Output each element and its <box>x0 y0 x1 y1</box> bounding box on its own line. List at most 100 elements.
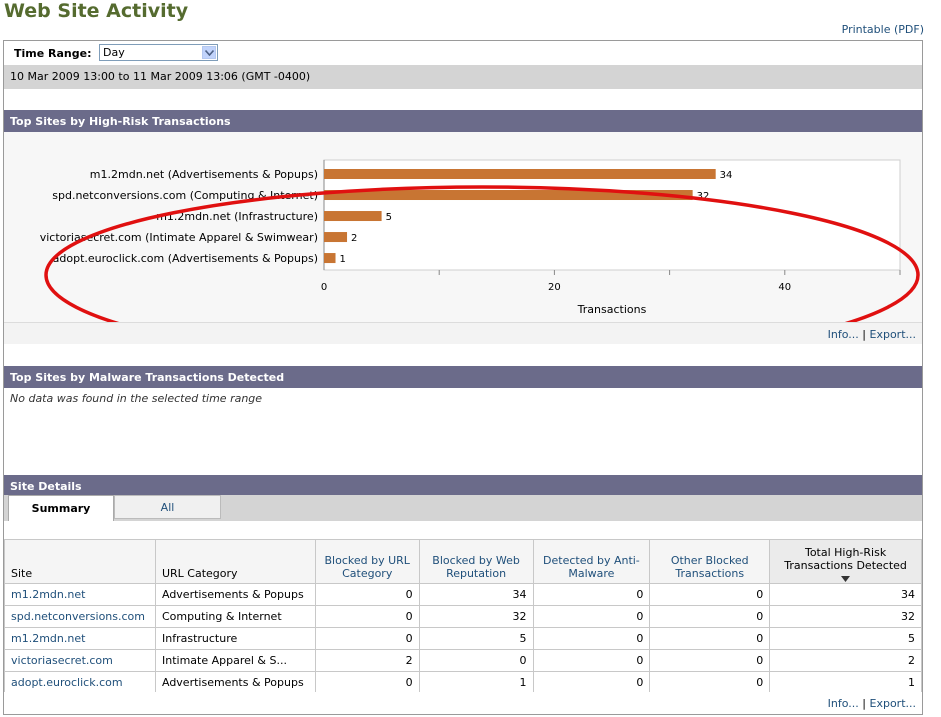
x-tick-label: 40 <box>778 282 791 293</box>
site-link[interactable]: adopt.euroclick.com <box>4 671 156 694</box>
count-cell: 34 <box>418 583 534 606</box>
site-link[interactable]: m1.2mdn.net <box>4 583 156 606</box>
count-cell: 0 <box>532 605 651 628</box>
time-range-bar: Time Range: Day <box>4 41 922 65</box>
bar <box>324 232 348 243</box>
col-header-anti-malware[interactable]: Detected by Anti-Malware <box>532 539 651 584</box>
bar-value-label: 1 <box>340 254 346 265</box>
col-header-url-category[interactable]: URL Category <box>154 539 316 584</box>
category-label: m1.2mdn.net (Infrastructure) <box>156 210 318 223</box>
count-cell: 0 <box>532 671 651 694</box>
chevron-down-icon[interactable] <box>202 46 216 59</box>
site-link[interactable]: victoriasecret.com <box>4 649 156 672</box>
total-high-risk-label: Total High-Risk Transactions Detected <box>784 546 907 572</box>
export-link[interactable]: Export... <box>869 328 917 341</box>
site-details-header: Site Details <box>4 475 922 497</box>
count-cell: 0 <box>314 583 420 606</box>
x-tick-label: 20 <box>548 282 561 293</box>
count-cell: 0 <box>649 671 771 694</box>
count-cell: 0 <box>649 605 771 628</box>
count-cell: 0 <box>532 649 651 672</box>
bar-value-label: 2 <box>351 233 357 244</box>
count-cell: 0 <box>649 649 771 672</box>
site-details-footer: Info... | Export... <box>4 692 922 714</box>
url-category-cell: Intimate Apparel & S... <box>154 649 316 672</box>
table-row: m1.2mdn.net Advertisements & Popups 0 34 0 0 3… <box>4 583 922 606</box>
table-link-separator: | <box>862 697 866 710</box>
time-range-label: Time Range: <box>14 47 92 60</box>
time-range-value: Day <box>103 46 125 59</box>
bar-value-label: 34 <box>720 170 733 181</box>
col-header-site[interactable]: Site <box>4 539 156 584</box>
malware-panel-header: Top Sites by Malware Transactions Detect… <box>4 366 922 388</box>
high-risk-panel-title: Top Sites by High-Risk Transactions <box>10 115 231 128</box>
url-category-cell: Advertisements & Popups <box>154 671 316 694</box>
col-header-blocked-web-rep[interactable]: Blocked by Web Reputation <box>418 539 534 584</box>
time-range-select[interactable]: Day <box>99 44 218 61</box>
sort-descending-icon[interactable] <box>776 572 915 582</box>
annotation-ellipse <box>44 185 920 322</box>
count-cell: 5 <box>769 627 922 650</box>
bar <box>324 169 716 179</box>
tab-all[interactable]: All <box>114 495 221 519</box>
count-cell: 2 <box>314 649 420 672</box>
col-header-other-blocked[interactable]: Other Blocked Transactions <box>649 539 771 584</box>
count-cell: 34 <box>769 583 922 606</box>
count-cell: 0 <box>314 605 420 628</box>
bar <box>324 190 693 201</box>
table-row: spd.netconversions.com Computing & Intern… <box>4 605 922 628</box>
table-row: m1.2mdn.net Infrastructure 0 5 0 0 5 <box>4 627 922 650</box>
high-risk-panel-footer: Info... | Export... <box>4 322 922 344</box>
table-row: victoriasecret.com Intimate Apparel & S..… <box>4 649 922 672</box>
bar-value-label: 32 <box>697 191 710 202</box>
malware-panel-title: Top Sites by Malware Transactions Detect… <box>10 371 285 384</box>
count-cell: 0 <box>314 627 420 650</box>
count-cell: 0 <box>649 627 771 650</box>
date-range-text: 10 Mar 2009 13:00 to 11 Mar 2009 13:06 (… <box>10 70 311 83</box>
count-cell: 32 <box>769 605 922 628</box>
site-link[interactable]: m1.2mdn.net <box>4 627 156 650</box>
category-label: victoriasecret.com (Intimate Apparel & S… <box>40 231 318 244</box>
count-cell: 5 <box>418 627 534 650</box>
count-cell: 0 <box>418 649 534 672</box>
tabs-bar: Summary All <box>4 495 922 521</box>
x-tick-label: 0 <box>321 282 327 293</box>
count-cell: 32 <box>418 605 534 628</box>
site-link[interactable]: spd.netconversions.com <box>4 605 156 628</box>
count-cell: 0 <box>532 583 651 606</box>
high-risk-chart: 34 m1.2mdn.net (Advertisements & Popups) 3… <box>4 132 922 322</box>
tab-summary[interactable]: Summary <box>8 495 114 521</box>
no-data-message: No data was found in the selected time r… <box>10 392 263 405</box>
info-link[interactable]: Info... <box>827 328 859 341</box>
url-category-cell: Computing & Internet <box>154 605 316 628</box>
col-header-total-high-risk[interactable]: Total High-Risk Transactions Detected <box>769 539 922 584</box>
count-cell: 0 <box>649 583 771 606</box>
date-range-bar: 10 Mar 2009 13:00 to 11 Mar 2009 13:06 (… <box>4 65 922 89</box>
url-category-cell: Advertisements & Popups <box>154 583 316 606</box>
category-label: adopt.euroclick.com (Advertisements & Po… <box>53 252 318 265</box>
count-cell: 2 <box>769 649 922 672</box>
page-title: Web Site Activity <box>4 0 189 22</box>
printable-pdf-link[interactable]: Printable (PDF) <box>841 23 924 36</box>
count-cell: 1 <box>418 671 534 694</box>
count-cell: 1 <box>769 671 922 694</box>
bar <box>324 253 336 264</box>
category-label: m1.2mdn.net (Advertisements & Popups) <box>90 168 318 181</box>
bar <box>324 211 382 222</box>
count-cell: 0 <box>314 671 420 694</box>
table-export-link[interactable]: Export... <box>869 697 917 710</box>
col-header-blocked-url[interactable]: Blocked by URL Category <box>314 539 420 584</box>
site-details-title: Site Details <box>10 480 82 493</box>
table-info-link[interactable]: Info... <box>827 697 859 710</box>
x-axis-label: Transactions <box>577 303 647 316</box>
table-row: adopt.euroclick.com Advertisements & Popu… <box>4 671 922 694</box>
high-risk-bar-chart: 34 m1.2mdn.net (Advertisements & Popups) 3… <box>40 159 920 322</box>
site-details-table: Site URL Category Blocked by URL Categor… <box>4 539 922 694</box>
count-cell: 0 <box>532 627 651 650</box>
url-category-cell: Infrastructure <box>154 627 316 650</box>
bar-value-label: 5 <box>386 212 392 223</box>
table-header-row: Site URL Category Blocked by URL Categor… <box>4 539 922 584</box>
high-risk-panel-header: Top Sites by High-Risk Transactions <box>4 110 922 132</box>
report-frame: Time Range: Day 10 Mar 2009 13:00 to 11 … <box>3 40 923 715</box>
link-separator: | <box>862 328 866 341</box>
